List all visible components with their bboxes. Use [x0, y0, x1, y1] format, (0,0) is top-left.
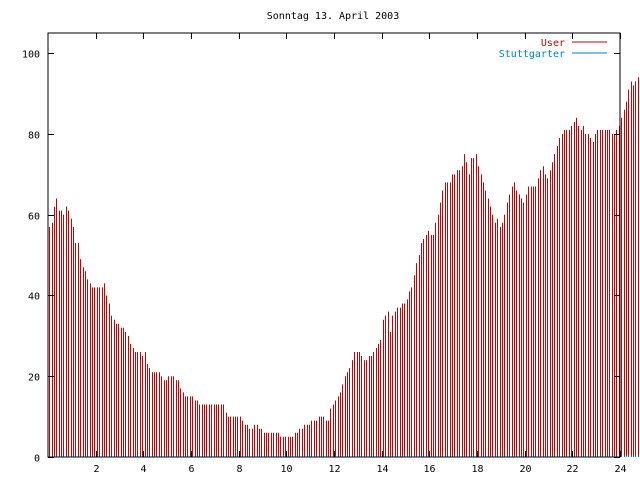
- x-tick-label-4: 4: [140, 464, 146, 475]
- x-tick-label-18: 18: [471, 464, 483, 475]
- y-tick-label-0: 0: [34, 454, 40, 465]
- chart-title: Sonntag 13. April 2003: [267, 11, 399, 22]
- x-tick-label-8: 8: [236, 464, 242, 475]
- y-tick-label-20: 20: [28, 373, 40, 384]
- x-tick-label-6: 6: [188, 464, 194, 475]
- x-tick-label-2: 2: [93, 464, 99, 475]
- legend-label-stuttgarter: Stuttgarter: [499, 49, 565, 60]
- y-tick-label-40: 40: [28, 292, 40, 303]
- bars-layer: [49, 77, 639, 457]
- x-tick-label-12: 12: [328, 464, 340, 475]
- x-tick-label-14: 14: [376, 464, 388, 475]
- y-tick-label-60: 60: [28, 212, 40, 223]
- x-tick-label-20: 20: [519, 464, 531, 475]
- x-tick-label-22: 22: [566, 464, 578, 475]
- y-tick-label-100: 100: [22, 50, 40, 61]
- legend-label-user: User: [541, 38, 565, 49]
- y-tick-label-80: 80: [28, 131, 40, 142]
- x-tick-label-24: 24: [614, 464, 626, 475]
- legend: User Stuttgarter: [499, 38, 607, 60]
- x-tick-label-16: 16: [423, 464, 435, 475]
- x-tick-label-10: 10: [280, 464, 292, 475]
